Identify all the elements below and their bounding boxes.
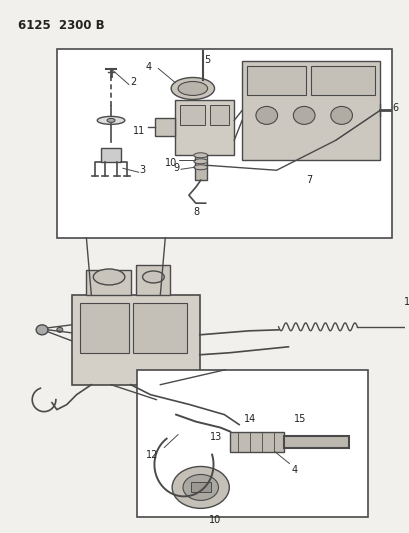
Text: 6125  2300 B: 6125 2300 B [18,19,105,31]
Ellipse shape [97,116,125,124]
Ellipse shape [182,474,218,500]
Text: 11: 11 [133,126,145,136]
Bar [136,370,367,518]
Ellipse shape [171,77,214,100]
Bar [180,106,204,125]
Ellipse shape [142,271,164,283]
Ellipse shape [193,482,207,492]
Text: 13: 13 [210,432,222,441]
Bar [175,100,234,155]
Text: 9: 9 [173,163,179,173]
Ellipse shape [255,107,277,124]
Text: 12: 12 [146,449,158,459]
Text: 15: 15 [294,414,306,424]
Ellipse shape [57,327,63,333]
Bar [194,155,206,180]
Ellipse shape [193,153,207,158]
Text: 4: 4 [145,61,151,71]
Text: 2: 2 [130,77,136,87]
Bar [284,435,348,448]
Text: 4: 4 [291,465,297,475]
Ellipse shape [178,82,207,95]
Text: 3: 3 [139,165,146,175]
Text: 14: 14 [243,414,256,424]
Ellipse shape [330,107,352,124]
Text: 1: 1 [402,297,409,307]
Bar [86,270,130,295]
Ellipse shape [193,159,207,164]
Bar [72,295,199,385]
Ellipse shape [172,466,229,508]
Text: 10: 10 [208,515,220,526]
Bar [310,66,374,95]
Bar [101,148,121,162]
Text: 5: 5 [204,54,210,64]
Text: 7: 7 [306,175,312,185]
Bar [191,482,210,492]
Ellipse shape [93,269,125,285]
Bar [155,118,175,136]
Text: 6: 6 [391,103,397,114]
Bar [242,61,379,160]
Bar [135,265,170,295]
Ellipse shape [36,325,48,335]
Bar [247,66,306,95]
Bar [230,432,284,451]
Bar [133,303,187,353]
Ellipse shape [292,107,314,124]
Ellipse shape [107,118,115,123]
Bar [79,303,128,353]
Text: 8: 8 [193,207,199,217]
Text: 10: 10 [164,158,177,168]
Bar [209,106,229,125]
Bar [57,49,391,238]
Ellipse shape [193,165,207,169]
